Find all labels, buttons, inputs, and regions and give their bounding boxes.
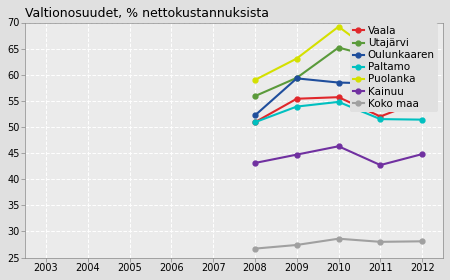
Line: Paltamo: Paltamo: [252, 99, 425, 125]
Paltamo: [294, 105, 299, 108]
Oulunkaaren: [378, 82, 383, 85]
Kainuu: [294, 153, 299, 156]
Utajärvi: [378, 57, 383, 60]
Kainuu: [252, 161, 258, 165]
Utajärvi: [419, 63, 425, 66]
Kainuu: [336, 144, 341, 148]
Paltamo: [378, 117, 383, 121]
Koko maa: [294, 243, 299, 247]
Utajärvi: [294, 76, 299, 80]
Vaala: [378, 115, 383, 118]
Vaala: [252, 121, 258, 124]
Koko maa: [252, 247, 258, 250]
Vaala: [294, 97, 299, 101]
Vaala: [419, 99, 425, 102]
Legend: Vaala, Utajärvi, Oulunkaaren, Paltamo, Puolanka, Kainuu, Koko maa: Vaala, Utajärvi, Oulunkaaren, Paltamo, P…: [350, 23, 438, 112]
Line: Oulunkaaren: Oulunkaaren: [252, 76, 425, 118]
Oulunkaaren: [252, 114, 258, 117]
Text: Valtionosuudet, % nettokustannuksista: Valtionosuudet, % nettokustannuksista: [25, 7, 269, 20]
Koko maa: [336, 237, 341, 240]
Line: Kainuu: Kainuu: [252, 144, 425, 167]
Puolanka: [419, 50, 425, 53]
Koko maa: [419, 240, 425, 243]
Paltamo: [336, 100, 341, 104]
Utajärvi: [336, 46, 341, 49]
Kainuu: [378, 164, 383, 167]
Paltamo: [252, 121, 258, 124]
Line: Koko maa: Koko maa: [252, 236, 425, 251]
Puolanka: [294, 57, 299, 60]
Puolanka: [252, 78, 258, 82]
Koko maa: [378, 240, 383, 244]
Kainuu: [419, 152, 425, 156]
Line: Vaala: Vaala: [252, 95, 425, 125]
Oulunkaaren: [336, 81, 341, 84]
Oulunkaaren: [294, 77, 299, 80]
Line: Utajärvi: Utajärvi: [252, 45, 425, 99]
Puolanka: [378, 56, 383, 59]
Line: Puolanka: Puolanka: [252, 24, 425, 82]
Puolanka: [336, 25, 341, 28]
Vaala: [336, 95, 341, 99]
Oulunkaaren: [419, 82, 425, 85]
Utajärvi: [252, 94, 258, 98]
Paltamo: [419, 118, 425, 121]
